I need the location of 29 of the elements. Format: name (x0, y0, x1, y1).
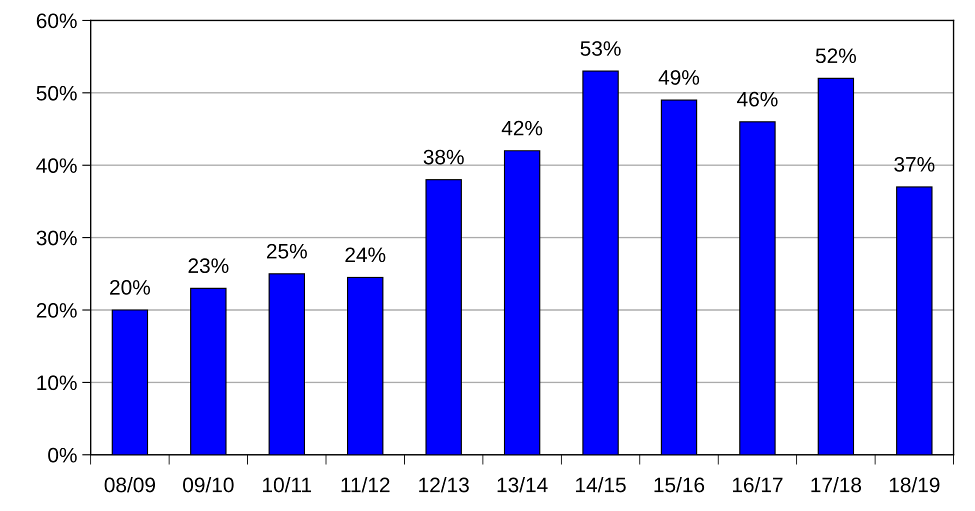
data-label: 46% (737, 92, 778, 107)
x-tick-label: 11/12 (342, 477, 390, 492)
x-tick-label: 18/19 (890, 477, 940, 492)
y-tick-label: 20% (36, 303, 77, 318)
data-label: 53% (580, 41, 621, 56)
data-label: 20% (110, 280, 150, 295)
y-tick-label: 60% (36, 13, 77, 28)
x-tick-label: 08/09 (104, 477, 155, 492)
y-tick-label: 50% (36, 86, 77, 101)
x-tick-label: 17/18 (811, 477, 862, 492)
data-label: 25% (266, 244, 307, 259)
y-tick-label: 40% (36, 158, 77, 173)
data-label: 52% (816, 48, 856, 64)
data-label: 23% (188, 258, 228, 274)
data-label: 37% (894, 156, 934, 172)
y-tick-label: 0% (48, 448, 77, 463)
x-tick-label: 15/16 (654, 477, 704, 492)
y-tick-label: 10% (37, 375, 77, 390)
data-label: 38% (424, 150, 464, 164)
x-tick-label: 10/11 (263, 477, 312, 492)
x-tick-label: 09/10 (183, 477, 234, 492)
x-tick-label: 13/14 (498, 477, 548, 492)
data-label: 49% (658, 70, 700, 85)
data-label: 42% (502, 120, 542, 136)
x-tick-label: 16/17 (732, 477, 782, 492)
x-tick-label: 12/13 (419, 477, 469, 492)
y-tick-label: 30% (36, 230, 77, 246)
data-label: 24% (345, 247, 386, 262)
x-tick-label: 14/15 (576, 477, 626, 492)
